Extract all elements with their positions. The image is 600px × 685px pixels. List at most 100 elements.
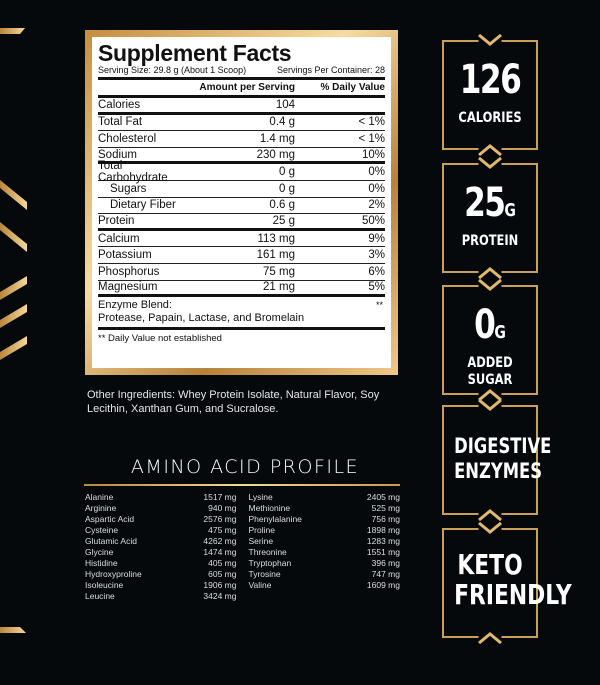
- amino-amount: 2576 mg: [203, 514, 237, 524]
- nutrient-name: Calcium: [98, 232, 140, 245]
- amino-row: Arginine 940 mg: [85, 503, 237, 514]
- amino-name: Threonine: [248, 547, 287, 557]
- nutrient-amount: 161 mg: [256, 249, 295, 262]
- nutrient-amount: 25 g: [272, 214, 295, 227]
- nutrient-amount: 1.4 mg: [259, 132, 295, 145]
- amino-amount: 525 mg: [371, 503, 400, 513]
- feature-badge: 25G PROTEIN: [442, 157, 538, 279]
- amino-name: Hydroxyproline: [85, 569, 142, 579]
- nutrient-dv: 0%: [368, 166, 385, 179]
- badge-label: PROTEIN: [461, 233, 519, 249]
- nutrient-dv: 0%: [368, 182, 385, 195]
- amino-name: Glutamic Acid: [85, 536, 137, 546]
- amino-row: Glycine 1474 mg: [85, 547, 237, 558]
- amino-amount: 605 mg: [208, 569, 237, 579]
- nutrient-row: Sugars 0 g 0%: [98, 181, 385, 198]
- nutrient-row: Dietary Fiber 0.6 g 2%: [98, 198, 385, 215]
- amino-name: Methionine: [248, 503, 291, 513]
- badge-line1: KETO: [457, 548, 523, 581]
- badge-value: 25: [464, 180, 506, 226]
- nutrient-row: Potassium 161 mg 3%: [98, 247, 385, 264]
- amino-row: Cysteine 475 mg: [85, 525, 237, 536]
- nutrient-amount: 0 g: [279, 182, 295, 195]
- nutrient-amount: 0 g: [279, 166, 295, 179]
- nutrient-row: Sodium 230 mg 10%: [98, 148, 385, 165]
- amino-row: Phenylalanine 756 mg: [249, 514, 401, 525]
- supplement-facts-label: Supplement Facts Serving Size: 29.8 g (A…: [85, 30, 398, 375]
- amino-title: AMINO ACID PROFILE: [130, 456, 360, 478]
- nutrient-amount: 104: [275, 98, 295, 111]
- badge-value: 126: [459, 57, 522, 103]
- amino-amount: 756 mg: [371, 514, 400, 524]
- amino-row: Histidine 405 mg: [85, 558, 237, 569]
- badge-line1: DIGESTIVE: [454, 434, 552, 458]
- servings-per-container: Servings Per Container: 28: [276, 65, 385, 75]
- nutrient-row: Calories 104: [98, 98, 385, 115]
- amino-name: Serine: [248, 536, 274, 546]
- amino-row: Proline 1898 mg: [249, 525, 401, 536]
- enzyme-blend: Enzyme Blend: Protease, Papain, Lactase, …: [98, 297, 385, 331]
- nutrient-row: Total Carbohydrate 0 g 0%: [98, 160, 385, 184]
- gold-stripes-decoration: [0, 28, 27, 633]
- nutrient-amount: 230 mg: [256, 148, 295, 161]
- nutrient-name: Potassium: [98, 249, 152, 262]
- amino-amount: 405 mg: [208, 558, 237, 568]
- amino-row: Tryptophan 396 mg: [249, 558, 401, 569]
- amino-row: Lysine 2405 mg: [249, 492, 401, 503]
- amino-amount: 1283 mg: [366, 536, 400, 546]
- amino-amount: 1906 mg: [203, 580, 237, 590]
- nutrient-row: Magnesium 21 mg 5%: [98, 281, 385, 298]
- badge-label: ADDED SUGAR: [467, 355, 513, 388]
- enzyme-mark: **: [375, 300, 383, 311]
- nutrient-dv: 2%: [368, 199, 385, 212]
- nutrient-name: Dietary Fiber: [110, 199, 176, 212]
- nutrient-row: Phosphorus 75 mg 6%: [98, 264, 385, 281]
- amino-row: Leucine 3424 mg: [85, 591, 237, 602]
- badge-value: 0: [474, 302, 496, 348]
- badge-label: CALORIES: [458, 110, 522, 126]
- badge-unit: G: [504, 200, 516, 221]
- feature-badge: KETO FRIENDLY: [442, 522, 572, 644]
- nutrient-row: Total Fat 0.4 g < 1%: [98, 115, 385, 132]
- nutrient-name: Phosphorus: [98, 265, 160, 278]
- amino-table: Alanine 1517 mg Arginine 940 mg Aspartic Aci…: [85, 492, 400, 602]
- amino-row: Threonine 1551 mg: [249, 547, 401, 558]
- amino-name: Lysine: [248, 492, 273, 502]
- amino-amount: 1517 mg: [203, 492, 237, 502]
- amino-name: Proline: [248, 525, 275, 535]
- nutrient-row: Protein 25 g 50%: [98, 214, 385, 231]
- amino-row: Hydroxyproline 605 mg: [85, 569, 237, 580]
- amino-row: Alanine 1517 mg: [85, 492, 237, 503]
- amino-amount: 1609 mg: [366, 580, 400, 590]
- amino-row: Glutamic Acid 4262 mg: [85, 536, 237, 547]
- amino-amount: 1551 mg: [366, 547, 400, 557]
- chevron-up-icon: [478, 267, 502, 279]
- nutrient-dv: 6%: [368, 265, 385, 278]
- amino-amount: 747 mg: [371, 569, 400, 579]
- amino-name: Tryptophan: [248, 558, 292, 568]
- other-ingredients: Other Ingredients: Whey Protein Isolate,…: [87, 389, 380, 415]
- amino-name: Cysteine: [85, 525, 119, 535]
- amino-row: Tyrosine 747 mg: [249, 569, 401, 580]
- chevron-down-icon: [478, 34, 502, 46]
- nutrient-dv: 5%: [368, 281, 385, 294]
- chevron-down-icon: [478, 399, 502, 411]
- nutrient-name: Total Fat: [98, 116, 143, 129]
- dv-header: % Daily Value: [320, 82, 385, 93]
- amino-row: Serine 1283 mg: [249, 536, 401, 547]
- feature-badge: 0G ADDED SUGAR: [442, 279, 538, 401]
- nutrient-name: Total Carbohydrate: [98, 160, 168, 185]
- amino-amount: 2405 mg: [366, 492, 400, 502]
- feature-badge: 126 CALORIES: [442, 34, 538, 156]
- chevron-down-icon: [478, 522, 502, 534]
- column-header: Amount per Serving % Daily Value: [98, 80, 385, 98]
- amino-name: Isoleucine: [85, 580, 124, 590]
- amino-name: Tyrosine: [248, 569, 281, 579]
- amino-row: Methionine 525 mg: [249, 503, 401, 514]
- amino-amount: 940 mg: [208, 503, 237, 513]
- nutrient-name: Cholesterol: [98, 132, 157, 145]
- amino-row: Aspartic Acid 2576 mg: [85, 514, 237, 525]
- amino-name: Leucine: [85, 591, 115, 601]
- nutrient-row: Calcium 113 mg 9%: [98, 231, 385, 248]
- nutrient-row: Cholesterol 1.4 mg < 1%: [98, 131, 385, 148]
